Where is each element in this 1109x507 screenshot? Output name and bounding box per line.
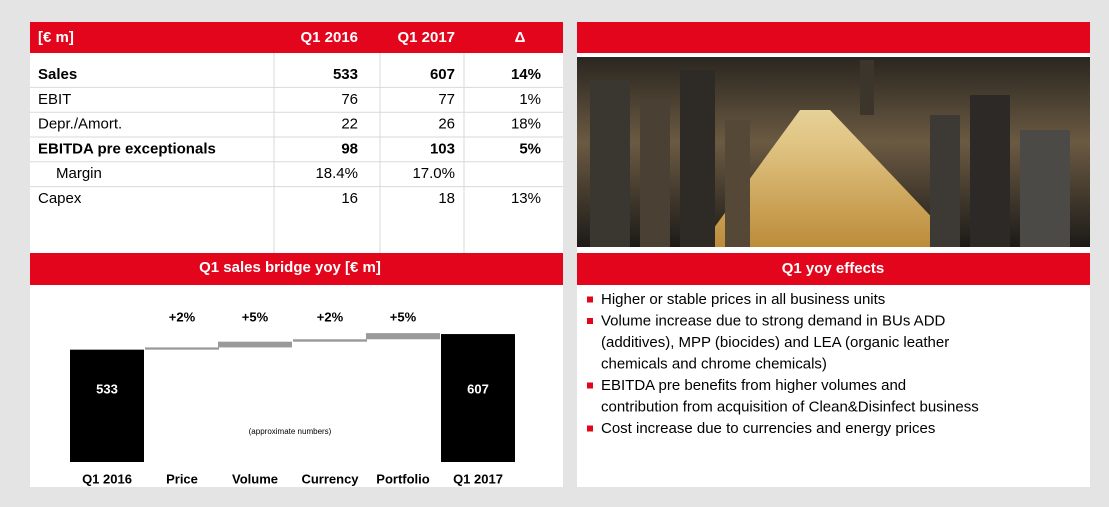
table-cell: 5% bbox=[519, 140, 541, 157]
table-cell: 1% bbox=[519, 91, 541, 108]
table-cell: 98 bbox=[341, 140, 358, 157]
effects-title: Q1 yoy effects bbox=[782, 260, 885, 277]
table-header-bar bbox=[30, 22, 563, 53]
bullet-text: contribution from acquisition of Clean&D… bbox=[601, 398, 979, 415]
effects-title-bar bbox=[577, 253, 1090, 285]
table-header-cell: Q1 2017 bbox=[397, 29, 455, 46]
total-bar bbox=[441, 334, 515, 462]
step-label: +5% bbox=[242, 309, 269, 324]
bullet-text: chemicals and chrome chemicals) bbox=[601, 355, 827, 372]
bullet-text: EBITDA pre benefits from higher volumes … bbox=[601, 377, 906, 394]
chart-title-bar bbox=[30, 253, 563, 285]
table-cell: 14% bbox=[511, 66, 541, 83]
table-cell: 76 bbox=[341, 91, 358, 108]
table-cell: 607 bbox=[430, 66, 455, 83]
table-cell: Margin bbox=[56, 165, 102, 182]
bullet-text: (additives), MPP (biocides) and LEA (org… bbox=[601, 334, 949, 351]
table-cell: EBITDA pre exceptionals bbox=[38, 140, 216, 157]
x-tick-label: Currency bbox=[301, 471, 359, 486]
bullet-text: Volume increase due to strong demand in … bbox=[601, 312, 946, 329]
table-cell: 18% bbox=[511, 116, 541, 133]
total-label: 533 bbox=[96, 381, 118, 396]
step-label: +2% bbox=[169, 309, 196, 324]
table-cell: 533 bbox=[333, 66, 358, 83]
chart-title: Q1 sales bridge yoy [€ m] bbox=[199, 259, 381, 276]
table-header-cell: [€ m] bbox=[38, 29, 74, 46]
table-cell: 18.4% bbox=[315, 165, 358, 182]
bullet-marker bbox=[587, 296, 593, 303]
x-tick-label: Q1 2016 bbox=[82, 471, 132, 486]
table-cell: 77 bbox=[438, 91, 455, 108]
table-cell: Capex bbox=[38, 190, 82, 207]
table-header-cell: Δ bbox=[515, 29, 526, 46]
x-tick-label: Portfolio bbox=[376, 471, 429, 486]
step-bar bbox=[218, 341, 292, 348]
table-cell: 16 bbox=[341, 190, 358, 207]
bullet-marker bbox=[587, 318, 593, 324]
bullet-marker bbox=[587, 382, 593, 389]
step-label: +5% bbox=[390, 309, 417, 324]
table-header-cell: Q1 2016 bbox=[300, 29, 358, 46]
table-cell: 26 bbox=[438, 116, 455, 133]
bullet-text: Higher or stable prices in all business … bbox=[601, 291, 885, 308]
x-tick-label: Volume bbox=[232, 471, 278, 486]
step-bar bbox=[366, 333, 440, 340]
step-label: +2% bbox=[317, 309, 344, 324]
city-photo bbox=[577, 57, 1090, 247]
total-bar bbox=[70, 349, 144, 462]
x-tick-label: Q1 2017 bbox=[453, 471, 503, 486]
table-cell: 103 bbox=[430, 140, 455, 157]
table-cell: Depr./Amort. bbox=[38, 116, 122, 133]
bullet-marker bbox=[587, 425, 593, 432]
step-bar bbox=[293, 339, 367, 342]
table-cell: 13% bbox=[511, 190, 541, 207]
total-label: 607 bbox=[467, 381, 489, 396]
table-cell: Sales bbox=[38, 66, 77, 83]
table-cell: 22 bbox=[341, 116, 358, 133]
table-cell: 17.0% bbox=[412, 165, 455, 182]
chart-annotation: (approximate numbers) bbox=[249, 427, 332, 436]
x-tick-label: Price bbox=[166, 471, 198, 486]
bullet-text: Cost increase due to currencies and ener… bbox=[601, 420, 935, 437]
table-cell: 18 bbox=[438, 190, 455, 207]
image-header-bar bbox=[577, 22, 1090, 53]
table-cell: EBIT bbox=[38, 91, 71, 108]
step-bar bbox=[145, 347, 219, 350]
